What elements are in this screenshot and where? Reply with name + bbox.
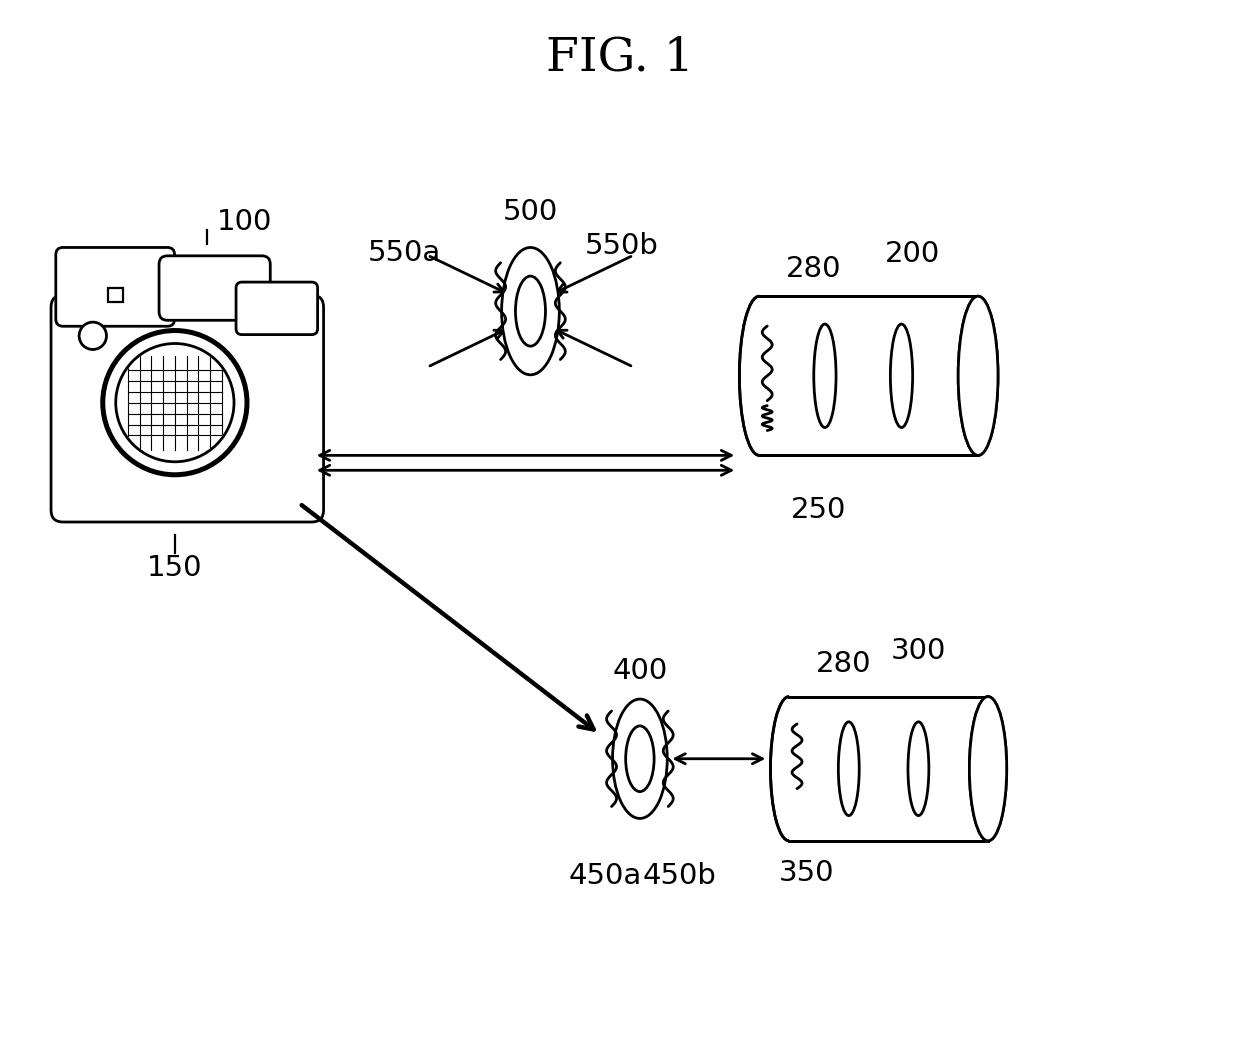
Ellipse shape xyxy=(970,697,1007,841)
FancyBboxPatch shape xyxy=(159,256,270,320)
Bar xyxy=(74,295,300,315)
Ellipse shape xyxy=(959,296,998,455)
Text: 280: 280 xyxy=(816,650,872,679)
FancyBboxPatch shape xyxy=(236,282,317,335)
Circle shape xyxy=(103,330,247,475)
Bar xyxy=(108,288,123,302)
FancyBboxPatch shape xyxy=(51,295,324,522)
Ellipse shape xyxy=(908,722,929,815)
Text: 550a: 550a xyxy=(368,239,441,267)
Text: 400: 400 xyxy=(613,658,667,685)
Ellipse shape xyxy=(613,699,667,818)
Bar xyxy=(789,697,988,841)
Ellipse shape xyxy=(502,248,559,374)
Ellipse shape xyxy=(970,697,1007,841)
Text: 100: 100 xyxy=(217,208,273,236)
Circle shape xyxy=(115,343,234,462)
Bar xyxy=(759,296,978,455)
Text: 450a: 450a xyxy=(568,862,642,891)
Ellipse shape xyxy=(838,722,859,815)
Ellipse shape xyxy=(813,324,836,428)
FancyBboxPatch shape xyxy=(56,248,175,326)
Text: FIG. 1: FIG. 1 xyxy=(546,35,694,80)
Text: 550b: 550b xyxy=(585,233,660,260)
Text: 350: 350 xyxy=(779,859,835,887)
Text: 200: 200 xyxy=(885,240,940,269)
Circle shape xyxy=(79,322,107,349)
Text: 280: 280 xyxy=(786,255,842,283)
Ellipse shape xyxy=(890,324,913,428)
Ellipse shape xyxy=(516,276,546,346)
Ellipse shape xyxy=(626,726,655,792)
Text: 300: 300 xyxy=(890,638,946,665)
Text: 450b: 450b xyxy=(642,862,717,891)
Text: 500: 500 xyxy=(503,197,558,226)
Text: 250: 250 xyxy=(791,496,847,524)
Text: 150: 150 xyxy=(148,554,202,582)
Ellipse shape xyxy=(959,296,998,455)
